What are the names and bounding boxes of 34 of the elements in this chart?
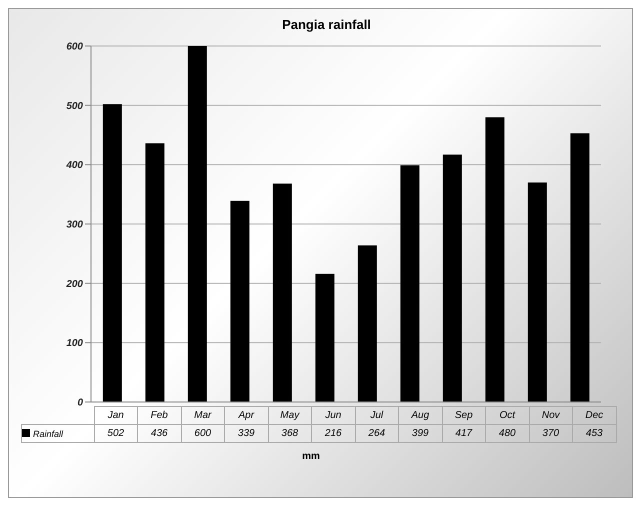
y-tick-label: 200 [65,278,84,290]
x-tick-label: Feb [138,406,181,424]
data-label: 399 [398,424,442,442]
y-tick-label: 400 [65,160,84,172]
x-tick-label: Mar [181,406,224,424]
data-label: 502 [94,424,138,442]
x-axis-title: mm [301,451,321,462]
x-tick-label: Oct [486,406,529,424]
data-label: 370 [529,424,572,442]
x-tick-label: Jul [355,406,398,424]
y-tick-label: 0 [77,398,84,409]
data-label: 368 [268,424,312,442]
x-tick-label: Aug [398,406,442,424]
chart-title: Pangia rainfall [281,17,372,32]
x-tick-label: Apr [224,406,268,424]
x-tick-label: Sep [442,406,486,424]
x-tick-label: Jun [312,406,355,424]
x-tick-label: Nov [529,406,572,424]
x-tick-label: Jan [94,406,138,424]
y-tick-label: 500 [66,100,84,112]
data-label: 216 [312,424,355,442]
data-label: 480 [486,424,529,442]
x-tick-label: Dec [572,406,616,424]
data-label: 600 [181,424,224,442]
data-label: 339 [224,424,268,442]
y-tick-label: 600 [66,42,84,53]
x-tick-label: May [268,406,312,424]
legend-label: Rainfall [22,424,94,442]
data-label: 453 [572,424,616,442]
y-tick-label: 300 [66,220,84,231]
y-tick-label: 100 [66,338,84,350]
data-label: 417 [442,424,486,442]
data-label: 436 [138,424,181,442]
data-label: 264 [355,424,398,442]
